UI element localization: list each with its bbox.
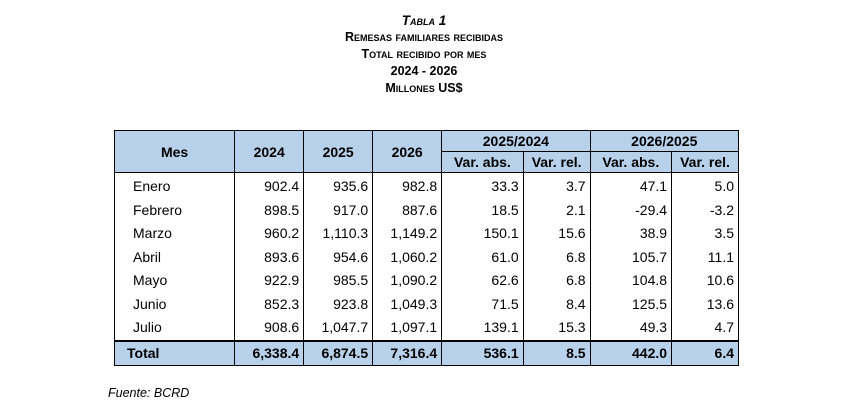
cell-2024: 893.6 — [234, 245, 305, 269]
cell-var-rel-a: 3.7 — [522, 172, 591, 199]
cell-2025: 1,047.7 — [303, 316, 374, 341]
cell-var-abs-a: 150.1 — [441, 222, 524, 246]
table-row: Junio 852.3 923.8 1,049.3 71.5 8.4 125.5… — [113, 292, 739, 316]
cell-var-rel-b: 13.6 — [671, 292, 739, 316]
cell-var-abs-b: 105.7 — [589, 245, 673, 269]
cell-2026: 1,060.2 — [372, 245, 443, 269]
cell-mes: Julio — [113, 316, 236, 341]
cell-var-abs-b: -29.4 — [589, 198, 673, 222]
cell-var-abs-a: 33.3 — [441, 172, 524, 199]
cell-total-2025: 6,874.5 — [303, 339, 374, 366]
remesas-table: Mes 2024 2025 2026 2025/2024 2026/2025 V… — [113, 130, 740, 366]
cell-var-rel-a: 6.8 — [522, 245, 591, 269]
cell-2026: 1,149.2 — [372, 222, 443, 246]
cell-var-rel-a: 2.1 — [522, 198, 591, 222]
cell-total-2024: 6,338.4 — [234, 339, 305, 366]
col-header-2026: 2026 — [372, 130, 443, 173]
col-header-2025: 2025 — [303, 130, 374, 173]
cell-2026: 887.6 — [372, 198, 443, 222]
group-header-2026-2025: 2026/2025 — [589, 130, 740, 152]
col-header-var-rel-a: Var. rel. — [522, 151, 591, 173]
cell-mes: Enero — [113, 172, 236, 199]
caption-units: Millones US$ — [385, 81, 463, 95]
table-caption: Tabla 1 Remesas familiares recibidas Tot… — [0, 12, 848, 97]
cell-2025: 985.5 — [303, 269, 374, 293]
cell-var-rel-a: 6.8 — [522, 269, 591, 293]
col-header-mes: Mes — [113, 130, 236, 173]
cell-2024: 852.3 — [234, 292, 305, 316]
col-header-var-rel-b: Var. rel. — [671, 151, 739, 173]
cell-var-rel-b: 10.6 — [671, 269, 739, 293]
col-header-var-abs-b: Var. abs. — [589, 151, 673, 173]
cell-var-rel-b: 3.5 — [671, 222, 739, 246]
cell-mes: Abril — [113, 245, 236, 269]
cell-total-var-rel-a: 8.5 — [522, 339, 591, 366]
cell-var-abs-a: 62.6 — [441, 269, 524, 293]
source-note: Fuente: BCRD — [108, 386, 190, 400]
cell-2024: 960.2 — [234, 222, 305, 246]
cell-var-abs-b: 125.5 — [589, 292, 673, 316]
cell-var-rel-b: 4.7 — [671, 316, 739, 341]
col-header-var-abs-a: Var. abs. — [441, 151, 524, 173]
tabla-label: Tabla 1 — [401, 13, 447, 28]
table-header: Mes 2024 2025 2026 2025/2024 2026/2025 V… — [113, 130, 740, 173]
cell-var-abs-a: 61.0 — [441, 245, 524, 269]
cell-mes: Febrero — [113, 198, 236, 222]
cell-2026: 1,090.2 — [372, 269, 443, 293]
table-body: Enero 902.4 935.6 982.8 33.3 3.7 47.1 5.… — [113, 172, 739, 341]
cell-total-var-abs-b: 442.0 — [589, 339, 673, 366]
table-row: Mayo 922.9 985.5 1,090.2 62.6 6.8 104.8 … — [113, 269, 739, 293]
cell-2026: 1,049.3 — [372, 292, 443, 316]
cell-var-rel-a: 15.6 — [522, 222, 591, 246]
cell-2024: 908.6 — [234, 316, 305, 341]
cell-2025: 1,110.3 — [303, 222, 374, 246]
cell-var-abs-b: 38.9 — [589, 222, 673, 246]
cell-2025: 923.8 — [303, 292, 374, 316]
cell-2024: 898.5 — [234, 198, 305, 222]
table-row: Febrero 898.5 917.0 887.6 18.5 2.1 -29.4… — [113, 198, 739, 222]
table-row: Enero 902.4 935.6 982.8 33.3 3.7 47.1 5.… — [113, 172, 739, 199]
cell-var-rel-b: 5.0 — [671, 172, 739, 199]
cell-2024: 902.4 — [234, 172, 305, 199]
table-row: Julio 908.6 1,047.7 1,097.1 139.1 15.3 4… — [113, 316, 739, 341]
cell-mes: Marzo — [113, 222, 236, 246]
cell-2025: 917.0 — [303, 198, 374, 222]
group-header-2025-2024: 2025/2024 — [441, 130, 591, 152]
cell-var-rel-b: -3.2 — [671, 198, 739, 222]
table-row: Abril 893.6 954.6 1,060.2 61.0 6.8 105.7… — [113, 245, 739, 269]
cell-mes: Mayo — [113, 269, 236, 293]
caption-period: 2024 - 2026 — [390, 64, 458, 78]
cell-2025: 935.6 — [303, 172, 374, 199]
cell-var-abs-a: 71.5 — [441, 292, 524, 316]
cell-var-rel-a: 8.4 — [522, 292, 591, 316]
cell-mes: Junio — [113, 292, 236, 316]
caption-title: Remesas familiares recibidas — [345, 30, 503, 44]
cell-2026: 982.8 — [372, 172, 443, 199]
cell-var-abs-a: 139.1 — [441, 316, 524, 341]
cell-2024: 922.9 — [234, 269, 305, 293]
cell-var-abs-b: 104.8 — [589, 269, 673, 293]
cell-total-var-rel-b: 6.4 — [671, 339, 739, 366]
cell-var-abs-a: 18.5 — [441, 198, 524, 222]
cell-total-var-abs-a: 536.1 — [441, 339, 524, 366]
table-row: Marzo 960.2 1,110.3 1,149.2 150.1 15.6 3… — [113, 222, 739, 246]
total-row: Total 6,338.4 6,874.5 7,316.4 536.1 8.5 … — [113, 339, 739, 366]
cell-total-2026: 7,316.4 — [372, 339, 443, 366]
col-header-2024: 2024 — [234, 130, 305, 173]
table-total: Total 6,338.4 6,874.5 7,316.4 536.1 8.5 … — [113, 339, 739, 366]
cell-var-rel-a: 15.3 — [522, 316, 591, 341]
cell-var-abs-b: 47.1 — [589, 172, 673, 199]
cell-var-rel-b: 11.1 — [671, 245, 739, 269]
cell-total-label: Total — [113, 339, 236, 366]
cell-2025: 954.6 — [303, 245, 374, 269]
cell-2026: 1,097.1 — [372, 316, 443, 341]
cell-var-abs-b: 49.3 — [589, 316, 673, 341]
caption-subtitle: Total recibido por mes — [361, 47, 487, 61]
